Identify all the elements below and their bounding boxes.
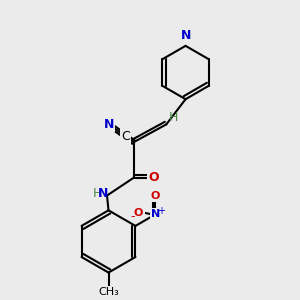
Text: C: C xyxy=(121,130,130,142)
Text: N: N xyxy=(98,187,109,200)
Text: +: + xyxy=(157,206,165,216)
Text: O: O xyxy=(148,171,159,184)
Text: N: N xyxy=(180,29,191,42)
Text: CH₃: CH₃ xyxy=(98,287,119,297)
Text: N: N xyxy=(151,209,160,219)
Text: H: H xyxy=(169,111,178,124)
Text: O: O xyxy=(151,191,160,201)
Text: O: O xyxy=(134,208,143,218)
Text: N: N xyxy=(104,118,114,131)
Text: -: - xyxy=(130,210,135,223)
Text: H: H xyxy=(93,187,102,200)
